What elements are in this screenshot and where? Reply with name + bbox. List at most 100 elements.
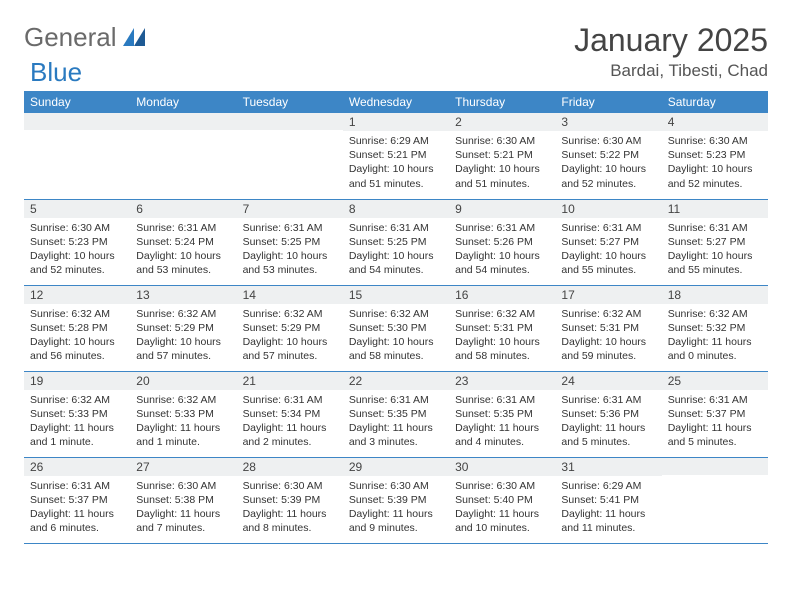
day-text: Sunrise: 6:32 AMSunset: 5:29 PMDaylight:…: [237, 304, 343, 368]
day-header: Thursday: [449, 91, 555, 113]
day-cell: 13Sunrise: 6:32 AMSunset: 5:29 PMDayligh…: [130, 285, 236, 371]
day-number: 19: [24, 372, 130, 390]
day-cell: 3Sunrise: 6:30 AMSunset: 5:22 PMDaylight…: [555, 113, 661, 199]
day-cell: 5Sunrise: 6:30 AMSunset: 5:23 PMDaylight…: [24, 199, 130, 285]
day-number: 20: [130, 372, 236, 390]
day-cell: 6Sunrise: 6:31 AMSunset: 5:24 PMDaylight…: [130, 199, 236, 285]
day-text: Sunrise: 6:32 AMSunset: 5:33 PMDaylight:…: [24, 390, 130, 454]
day-number: 2: [449, 113, 555, 131]
day-number: 16: [449, 286, 555, 304]
day-text: Sunrise: 6:32 AMSunset: 5:28 PMDaylight:…: [24, 304, 130, 368]
title-block: January 2025 Bardai, Tibesti, Chad: [574, 22, 768, 81]
day-cell: [130, 113, 236, 199]
day-cell: [237, 113, 343, 199]
day-header: Saturday: [662, 91, 768, 113]
header: General January 2025 Bardai, Tibesti, Ch…: [24, 22, 768, 81]
day-number: [130, 113, 236, 130]
calendar-page: General January 2025 Bardai, Tibesti, Ch…: [0, 0, 792, 566]
day-number: 5: [24, 200, 130, 218]
day-text: Sunrise: 6:32 AMSunset: 5:31 PMDaylight:…: [555, 304, 661, 368]
day-number: 28: [237, 458, 343, 476]
location: Bardai, Tibesti, Chad: [574, 61, 768, 81]
day-number: 30: [449, 458, 555, 476]
day-text: Sunrise: 6:31 AMSunset: 5:36 PMDaylight:…: [555, 390, 661, 454]
day-text: Sunrise: 6:30 AMSunset: 5:23 PMDaylight:…: [24, 218, 130, 282]
day-cell: 16Sunrise: 6:32 AMSunset: 5:31 PMDayligh…: [449, 285, 555, 371]
logo-text-a: General: [24, 22, 117, 53]
day-text: Sunrise: 6:31 AMSunset: 5:27 PMDaylight:…: [555, 218, 661, 282]
day-text: Sunrise: 6:32 AMSunset: 5:33 PMDaylight:…: [130, 390, 236, 454]
day-number: 11: [662, 200, 768, 218]
day-number: 6: [130, 200, 236, 218]
day-number: [237, 113, 343, 130]
day-cell: 4Sunrise: 6:30 AMSunset: 5:23 PMDaylight…: [662, 113, 768, 199]
day-cell: 18Sunrise: 6:32 AMSunset: 5:32 PMDayligh…: [662, 285, 768, 371]
day-cell: 14Sunrise: 6:32 AMSunset: 5:29 PMDayligh…: [237, 285, 343, 371]
day-number: 18: [662, 286, 768, 304]
day-text: Sunrise: 6:31 AMSunset: 5:24 PMDaylight:…: [130, 218, 236, 282]
day-cell: 15Sunrise: 6:32 AMSunset: 5:30 PMDayligh…: [343, 285, 449, 371]
week-row: 26Sunrise: 6:31 AMSunset: 5:37 PMDayligh…: [24, 457, 768, 543]
day-text: Sunrise: 6:30 AMSunset: 5:39 PMDaylight:…: [343, 476, 449, 540]
day-cell: 23Sunrise: 6:31 AMSunset: 5:35 PMDayligh…: [449, 371, 555, 457]
day-cell: 12Sunrise: 6:32 AMSunset: 5:28 PMDayligh…: [24, 285, 130, 371]
day-text: Sunrise: 6:31 AMSunset: 5:25 PMDaylight:…: [343, 218, 449, 282]
day-text: Sunrise: 6:29 AMSunset: 5:21 PMDaylight:…: [343, 131, 449, 195]
day-number: 26: [24, 458, 130, 476]
day-number: 22: [343, 372, 449, 390]
day-number: 23: [449, 372, 555, 390]
month-title: January 2025: [574, 22, 768, 59]
day-cell: 17Sunrise: 6:32 AMSunset: 5:31 PMDayligh…: [555, 285, 661, 371]
day-cell: 1Sunrise: 6:29 AMSunset: 5:21 PMDaylight…: [343, 113, 449, 199]
day-number: 3: [555, 113, 661, 131]
day-header: Tuesday: [237, 91, 343, 113]
day-number: 17: [555, 286, 661, 304]
day-number: 24: [555, 372, 661, 390]
day-cell: 28Sunrise: 6:30 AMSunset: 5:39 PMDayligh…: [237, 457, 343, 543]
day-text: Sunrise: 6:30 AMSunset: 5:38 PMDaylight:…: [130, 476, 236, 540]
day-number: 31: [555, 458, 661, 476]
day-header-row: SundayMondayTuesdayWednesdayThursdayFrid…: [24, 91, 768, 113]
day-text: Sunrise: 6:31 AMSunset: 5:26 PMDaylight:…: [449, 218, 555, 282]
day-cell: 11Sunrise: 6:31 AMSunset: 5:27 PMDayligh…: [662, 199, 768, 285]
day-number: 15: [343, 286, 449, 304]
day-number: 25: [662, 372, 768, 390]
day-text: Sunrise: 6:31 AMSunset: 5:35 PMDaylight:…: [343, 390, 449, 454]
day-number: 13: [130, 286, 236, 304]
day-header: Friday: [555, 91, 661, 113]
day-cell: 7Sunrise: 6:31 AMSunset: 5:25 PMDaylight…: [237, 199, 343, 285]
day-cell: 31Sunrise: 6:29 AMSunset: 5:41 PMDayligh…: [555, 457, 661, 543]
day-text: Sunrise: 6:31 AMSunset: 5:37 PMDaylight:…: [24, 476, 130, 540]
day-text: Sunrise: 6:31 AMSunset: 5:35 PMDaylight:…: [449, 390, 555, 454]
day-text: Sunrise: 6:31 AMSunset: 5:37 PMDaylight:…: [662, 390, 768, 454]
week-row: 12Sunrise: 6:32 AMSunset: 5:28 PMDayligh…: [24, 285, 768, 371]
day-text: Sunrise: 6:31 AMSunset: 5:34 PMDaylight:…: [237, 390, 343, 454]
day-number: 21: [237, 372, 343, 390]
day-number: 12: [24, 286, 130, 304]
day-cell: 24Sunrise: 6:31 AMSunset: 5:36 PMDayligh…: [555, 371, 661, 457]
logo: General: [24, 22, 147, 53]
day-number: 8: [343, 200, 449, 218]
day-number: 29: [343, 458, 449, 476]
day-cell: 21Sunrise: 6:31 AMSunset: 5:34 PMDayligh…: [237, 371, 343, 457]
calendar-table: SundayMondayTuesdayWednesdayThursdayFrid…: [24, 91, 768, 544]
day-header: Monday: [130, 91, 236, 113]
day-cell: 10Sunrise: 6:31 AMSunset: 5:27 PMDayligh…: [555, 199, 661, 285]
day-text: Sunrise: 6:30 AMSunset: 5:22 PMDaylight:…: [555, 131, 661, 195]
day-text: Sunrise: 6:32 AMSunset: 5:30 PMDaylight:…: [343, 304, 449, 368]
day-cell: 26Sunrise: 6:31 AMSunset: 5:37 PMDayligh…: [24, 457, 130, 543]
triangle-icon: [123, 22, 145, 53]
day-header: Sunday: [24, 91, 130, 113]
day-number: 14: [237, 286, 343, 304]
day-cell: 8Sunrise: 6:31 AMSunset: 5:25 PMDaylight…: [343, 199, 449, 285]
day-cell: 19Sunrise: 6:32 AMSunset: 5:33 PMDayligh…: [24, 371, 130, 457]
day-cell: 22Sunrise: 6:31 AMSunset: 5:35 PMDayligh…: [343, 371, 449, 457]
day-number: 10: [555, 200, 661, 218]
day-number: [24, 113, 130, 130]
day-text: Sunrise: 6:32 AMSunset: 5:31 PMDaylight:…: [449, 304, 555, 368]
week-row: 19Sunrise: 6:32 AMSunset: 5:33 PMDayligh…: [24, 371, 768, 457]
day-text: Sunrise: 6:30 AMSunset: 5:23 PMDaylight:…: [662, 131, 768, 195]
day-text: Sunrise: 6:29 AMSunset: 5:41 PMDaylight:…: [555, 476, 661, 540]
day-text: Sunrise: 6:30 AMSunset: 5:21 PMDaylight:…: [449, 131, 555, 195]
day-cell: 30Sunrise: 6:30 AMSunset: 5:40 PMDayligh…: [449, 457, 555, 543]
